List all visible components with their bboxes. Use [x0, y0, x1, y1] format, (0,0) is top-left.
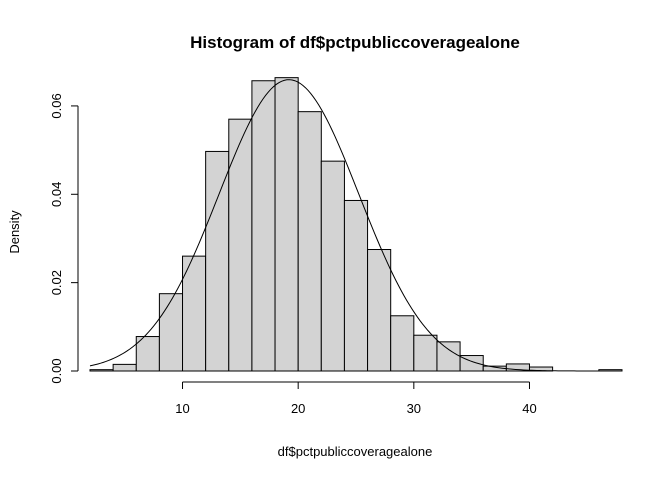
- density-curve: [89, 79, 622, 372]
- y-axis-label: Density: [7, 210, 22, 254]
- y-tick-label: 0.06: [49, 93, 64, 118]
- x-tick-label: 40: [522, 401, 536, 416]
- x-axis-label: df$pctpubliccoveragealone: [278, 444, 433, 459]
- histogram-bar: [320, 160, 345, 372]
- y-tick-label: 0.02: [49, 270, 64, 295]
- histogram-bar: [251, 80, 276, 372]
- histogram-bar: [390, 315, 415, 372]
- y-axis: 0.00 0.02 0.04 0.06: [49, 93, 79, 384]
- histogram-bar: [112, 363, 137, 372]
- histogram-bar: [297, 111, 322, 372]
- histogram-bar: [436, 341, 461, 372]
- histogram-bar: [343, 199, 369, 372]
- histogram-bar: [89, 369, 114, 372]
- y-tick-label: 0.04: [49, 182, 64, 207]
- chart-title: Histogram of df$pctpubliccoveragealone: [190, 33, 520, 52]
- histogram-bar: [158, 293, 184, 372]
- x-tick-label: 10: [175, 401, 189, 416]
- histogram-bar: [205, 150, 230, 372]
- bars-group: [89, 77, 623, 372]
- histogram-bar: [413, 334, 438, 372]
- x-tick-label: 20: [291, 401, 305, 416]
- x-axis: 10 20 30 40: [175, 381, 537, 416]
- histogram-bar: [274, 77, 299, 372]
- histogram-bar: [135, 336, 160, 372]
- histogram-bar: [367, 249, 392, 372]
- x-tick-label: 30: [407, 401, 421, 416]
- y-tick-label: 0.00: [49, 358, 64, 383]
- histogram-bar: [228, 118, 253, 372]
